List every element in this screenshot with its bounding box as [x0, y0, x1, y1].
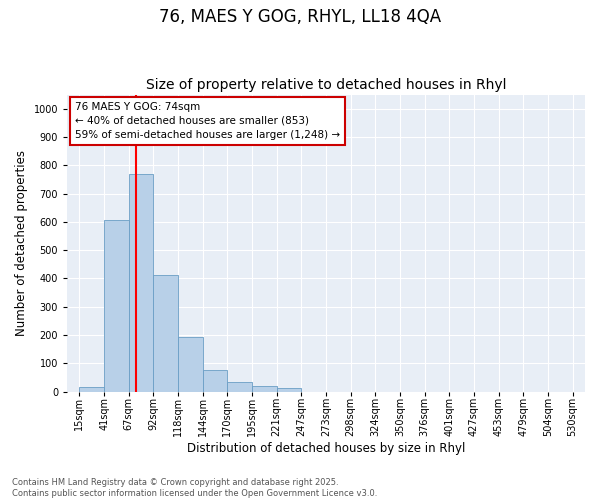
Title: Size of property relative to detached houses in Rhyl: Size of property relative to detached ho… — [146, 78, 506, 92]
Bar — [178, 337, 203, 392]
Bar — [154, 274, 178, 392]
Y-axis label: Number of detached properties: Number of detached properties — [15, 150, 28, 336]
Text: 76 MAES Y GOG: 74sqm
← 40% of detached houses are smaller (853)
59% of semi-deta: 76 MAES Y GOG: 74sqm ← 40% of detached h… — [75, 102, 340, 140]
Bar — [104, 220, 129, 392]
Bar — [129, 174, 154, 392]
Bar — [79, 388, 104, 392]
Bar — [227, 382, 252, 392]
Text: Contains HM Land Registry data © Crown copyright and database right 2025.
Contai: Contains HM Land Registry data © Crown c… — [12, 478, 377, 498]
X-axis label: Distribution of detached houses by size in Rhyl: Distribution of detached houses by size … — [187, 442, 465, 455]
Text: 76, MAES Y GOG, RHYL, LL18 4QA: 76, MAES Y GOG, RHYL, LL18 4QA — [159, 8, 441, 26]
Bar — [252, 386, 277, 392]
Bar — [277, 388, 301, 392]
Bar — [203, 370, 227, 392]
